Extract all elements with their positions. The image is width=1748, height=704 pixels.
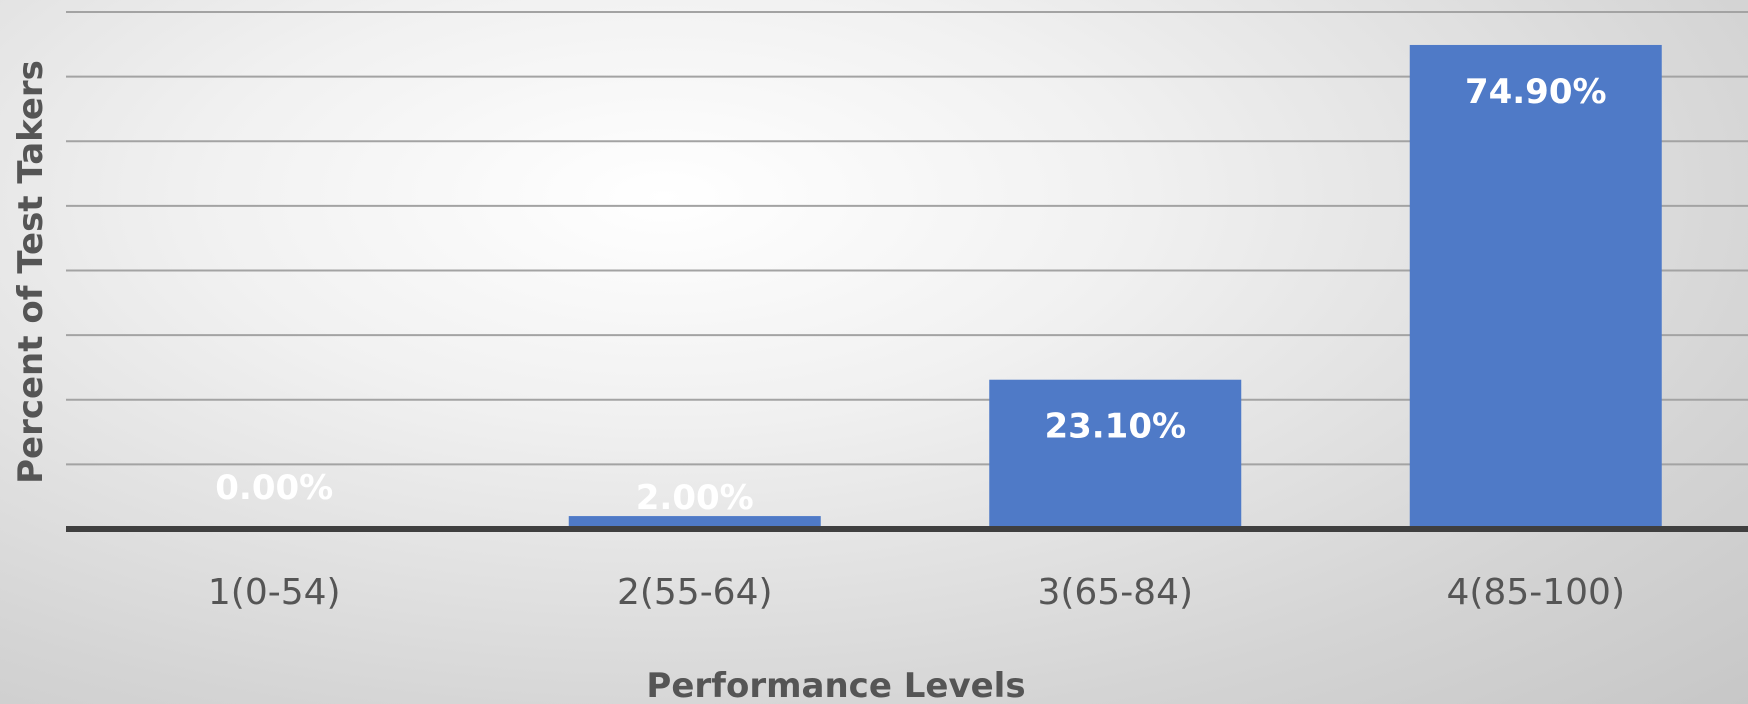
x-tick-label: 4(85-100) bbox=[1446, 572, 1625, 613]
x-tick-labels: 1(0-54) 2(55-64) 3(65-84) 4(85-100) bbox=[208, 572, 1625, 613]
bar bbox=[1409, 44, 1662, 530]
data-label: 23.10% bbox=[1044, 407, 1186, 447]
y-axis-title: Percent of Test Takers bbox=[11, 60, 51, 484]
x-tick-label: 1(0-54) bbox=[208, 572, 341, 613]
data-labels: 0.00% 2.00% 23.10% 74.90% bbox=[215, 72, 1606, 518]
x-tick-label: 2(55-64) bbox=[617, 572, 773, 613]
bar bbox=[989, 379, 1242, 529]
data-label: 2.00% bbox=[636, 478, 754, 518]
bars bbox=[568, 44, 1662, 530]
x-axis-title: Performance Levels bbox=[646, 666, 1025, 704]
bar bbox=[568, 516, 821, 529]
data-label: 74.90% bbox=[1465, 72, 1607, 112]
data-label: 0.00% bbox=[215, 468, 333, 508]
gridlines bbox=[66, 11, 1748, 466]
x-tick-label: 3(65-84) bbox=[1037, 572, 1193, 613]
